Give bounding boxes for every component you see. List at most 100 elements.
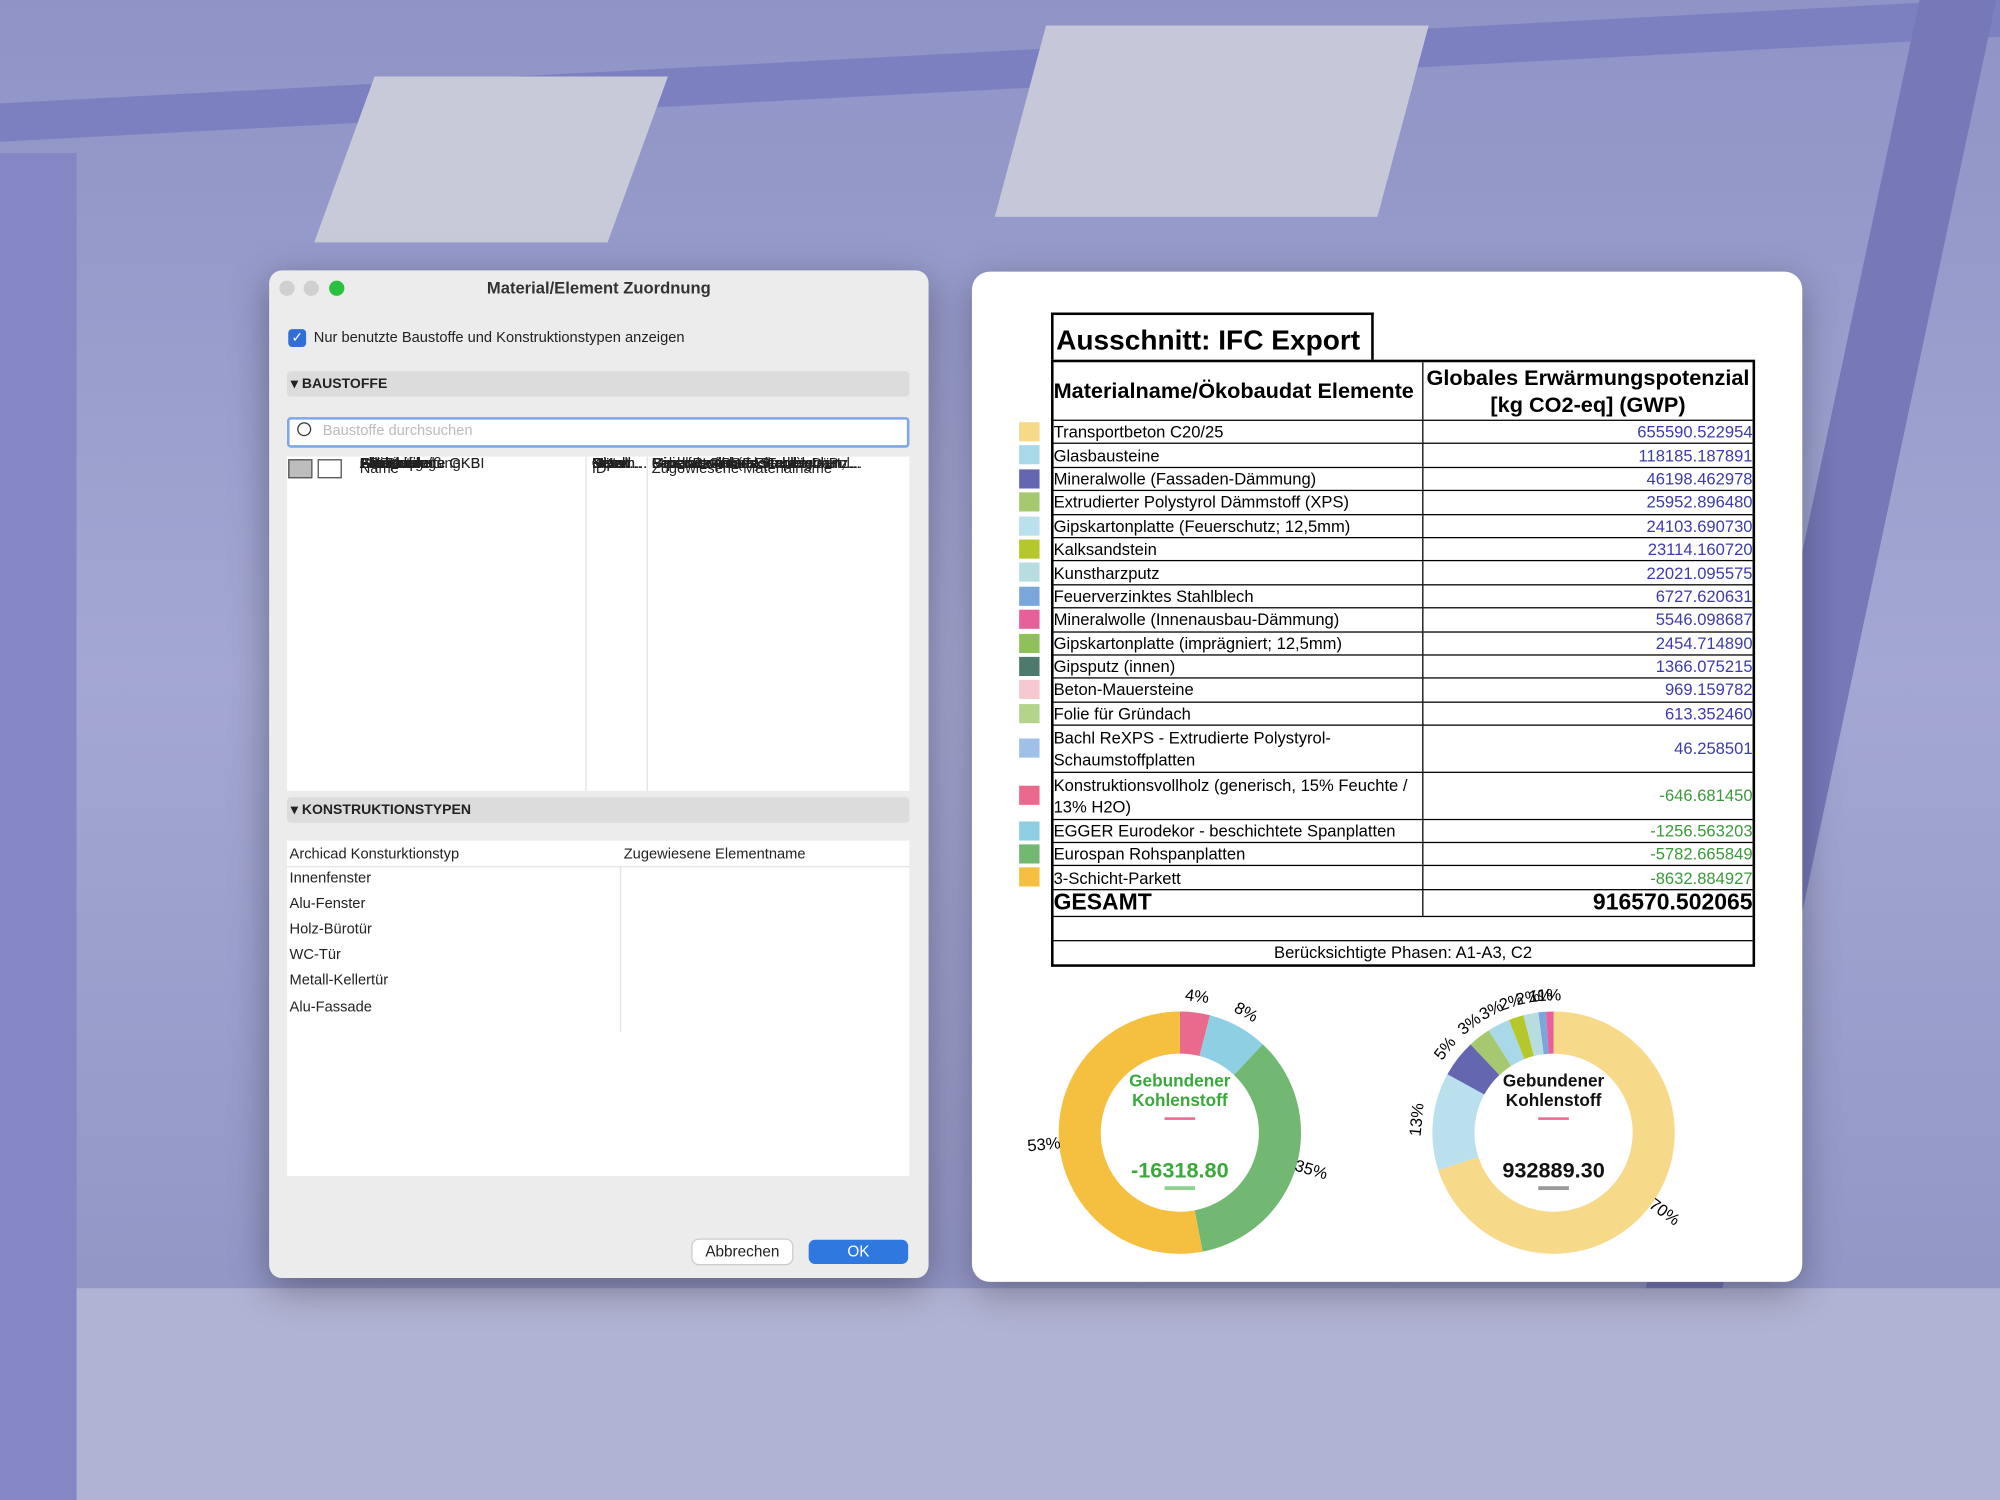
material-name: Aluminium xyxy=(359,456,429,472)
row-swatch xyxy=(1019,469,1040,489)
material-assigned: Folie für Gründach xyxy=(651,456,774,472)
material-id: GK xyxy=(591,456,614,472)
material-assigned: Bachl ReXPS - Extrudierte Pol... xyxy=(651,456,863,472)
row-swatch xyxy=(1019,562,1040,583)
gwp-value: 46198.462978 xyxy=(1646,469,1753,489)
material-name: Glasbausteine xyxy=(1054,444,1424,467)
separator xyxy=(585,456,587,791)
total-label: GESAMT xyxy=(1054,890,1424,916)
material-assigned: Feuerverzinktes Stahlblech xyxy=(651,456,829,472)
table-row: EGGER Eurodekor - beschichtete Spanplatt… xyxy=(1019,819,1753,844)
material-name: Estrich xyxy=(359,456,405,472)
row-swatch xyxy=(1019,586,1040,606)
material-id: GK xyxy=(591,456,614,472)
percent-label: 35% xyxy=(1293,1156,1330,1184)
table-row: Transportbeton C20/25 655590.522954 xyxy=(1019,420,1753,445)
material-id: Metall xyxy=(591,456,631,472)
gwp-value: 23114.160720 xyxy=(1647,539,1753,559)
donut-segment xyxy=(1438,1011,1675,1254)
material-name: Beton-Mauersteine xyxy=(1054,678,1424,702)
table-row: Mineralwolle (Innenausbau-Dämmung) 5546.0… xyxy=(1019,608,1753,633)
table-header-row: Materialname/Ökobaudat Elemente Globales … xyxy=(1053,362,1753,421)
section-title: BAUSTOFFE xyxy=(301,376,388,392)
ok-button[interactable]: OK xyxy=(808,1239,909,1265)
donut-segment xyxy=(1179,1011,1210,1057)
center-label: Gebundener xyxy=(1503,1071,1605,1091)
section-header[interactable]: ▾ KONSTRUKTIONSTYPEN xyxy=(286,797,910,823)
search-box[interactable]: Baustoffe durchsuchen xyxy=(286,417,910,448)
donut-segment xyxy=(1545,1011,1554,1054)
total-row: GESAMT 916570.502065 xyxy=(1053,889,1753,917)
material-swatch xyxy=(288,459,313,479)
material-name: GK-Profile xyxy=(359,456,428,472)
row-swatch xyxy=(1019,609,1040,629)
row-swatch xyxy=(1019,785,1040,805)
gwp-value: -8632.884927 xyxy=(1650,868,1753,888)
material-name: Folie xyxy=(359,456,392,472)
donut-segment xyxy=(1199,1015,1263,1076)
search-icon xyxy=(297,422,312,437)
gwp-value: 25952.896480 xyxy=(1646,492,1753,512)
material-name: Edelstahl xyxy=(359,456,421,472)
center-label: Kohlenstoff xyxy=(1132,1090,1228,1110)
panel-shape xyxy=(994,25,1429,217)
material-name: GK-Abhängung xyxy=(359,456,461,472)
gwp-value: 613.352460 xyxy=(1664,703,1753,724)
percent-label: 5% xyxy=(1430,1033,1460,1064)
material-name: Gipsputz xyxy=(359,456,418,472)
construction-row: Alu-Fenster xyxy=(289,896,366,913)
center-value: -16318.80 xyxy=(1131,1157,1229,1182)
column-header: Name xyxy=(359,456,399,483)
section-header[interactable]: ▾ BAUSTOFFE xyxy=(286,371,910,397)
material-name: Folie für Gründach xyxy=(1054,702,1424,725)
floor xyxy=(0,1288,2000,1500)
construction-row: Alu-Fassade xyxy=(289,999,372,1015)
gwp-value: 655590.522954 xyxy=(1637,422,1753,442)
material-name: Brandriegel xyxy=(359,456,435,472)
close-button[interactable] xyxy=(279,280,295,296)
row-swatch xyxy=(1019,633,1040,653)
material-name: Fliesen weiß xyxy=(359,456,443,472)
row-swatch xyxy=(1019,867,1040,888)
percent-label: 8% xyxy=(1231,998,1261,1026)
material-assigned: Feuerverzinktes Stahlblech xyxy=(651,456,829,472)
zoom-button[interactable] xyxy=(329,280,345,296)
construction-row: Metall-Kellertür xyxy=(289,973,389,990)
material-id: Dämm... xyxy=(591,456,648,472)
table-row: Beton-Mauersteine 969.159782 xyxy=(1019,678,1753,703)
donut-segment xyxy=(1447,1044,1500,1095)
gwp-value: -646.681450 xyxy=(1659,786,1753,806)
column-header: Zugewiesene Elementname xyxy=(623,846,806,863)
material-name: Gipsputz (innen) xyxy=(1054,655,1424,678)
empty-row xyxy=(1053,917,1753,942)
material-id: Keram... xyxy=(591,456,648,472)
table-row: Bachl ReXPS - Extrudierte Polystyrol-Sch… xyxy=(1019,725,1753,773)
section-title: KONSTRUKTIONSTYPEN xyxy=(301,802,472,818)
table-row: Konstruktionsvollholz (generisch, 15% Fe… xyxy=(1019,772,1753,820)
material-name: Gipskartonplatte (Feuerschutz; 12,5mm) xyxy=(1054,514,1424,537)
material-name: Mineralwolle (Fassaden-Dämmung) xyxy=(1054,467,1424,491)
underline xyxy=(1164,1186,1196,1191)
column-header: Archicad Konsturktionstyp xyxy=(289,846,460,863)
material-id: Gipsk... xyxy=(591,456,642,472)
minimize-button[interactable] xyxy=(303,280,319,296)
beam xyxy=(0,153,77,1500)
underline xyxy=(1538,1186,1569,1191)
material-assigned: Feuerverzinktes Stahlblech xyxy=(651,456,829,472)
row-swatch xyxy=(1019,539,1040,559)
material-name: Gipskartonplatte (imprägniert; 12,5mm) xyxy=(1054,632,1424,655)
column-header: ID xyxy=(591,456,607,483)
material-name: Feuerverzinktes Stahlblech xyxy=(1054,585,1424,608)
checkbox[interactable]: ✓ xyxy=(288,329,307,347)
cancel-button[interactable]: Abbrechen xyxy=(692,1239,793,1265)
donut-segment xyxy=(1432,1074,1485,1171)
separator xyxy=(646,456,648,791)
report: Ausschnitt: IFC Export Materialname/Ökob… xyxy=(971,271,1803,1282)
material-id: Beton xyxy=(591,456,631,472)
row-swatch xyxy=(1019,422,1040,442)
table-row: Gipskartonplatte (imprägniert; 12,5mm) 24… xyxy=(1019,632,1753,656)
material-assigned: Gipskartonplatte (Feuerschutz... xyxy=(651,456,861,472)
material-id: Gipsk... xyxy=(591,456,642,472)
